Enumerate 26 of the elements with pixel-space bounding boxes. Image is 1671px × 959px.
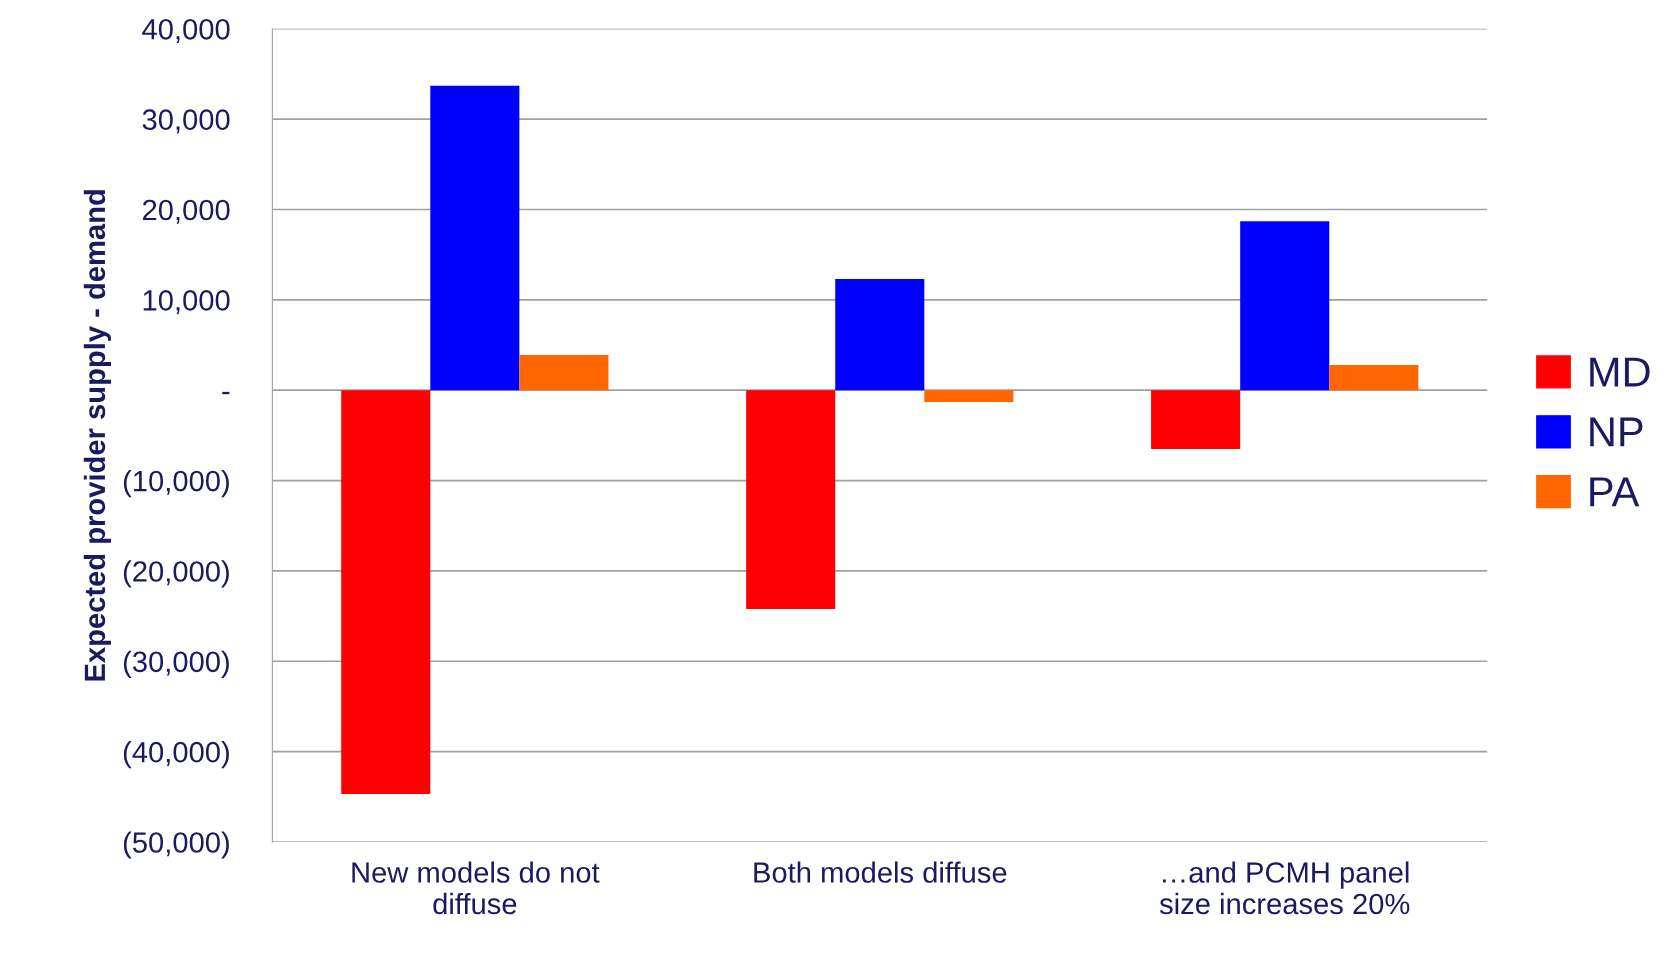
bar: [519, 354, 609, 391]
y-tick-label: (30,000): [123, 650, 229, 678]
y-tick-label: (50,000): [123, 831, 229, 859]
x-tick-label: …and PCMH panel size increases 20%: [1159, 861, 1410, 915]
bar: [1151, 390, 1241, 449]
y-tick-label: 40,000: [142, 18, 230, 44]
x-tick-label: New models do not diffuse: [352, 861, 600, 915]
y-tick-label: (20,000): [123, 560, 229, 588]
y-tick-label: (40,000): [123, 741, 229, 769]
x-tick-label: Both models diffuse: [754, 861, 1007, 883]
bar: [1240, 221, 1330, 391]
bar: [835, 279, 925, 391]
bar: [924, 390, 1014, 402]
y-tick-label: -: [222, 391, 230, 395]
legend-label: NP: [1590, 417, 1643, 447]
y-tick-label: (10,000): [123, 470, 229, 498]
y-axis-title: Expected provider supply - demand: [83, 190, 111, 681]
y-tick-label: 30,000: [142, 109, 230, 134]
bar: [430, 85, 520, 391]
legend-label: MD: [1590, 357, 1650, 387]
bar: [341, 390, 431, 795]
legend-label: PA: [1590, 477, 1640, 507]
y-tick-label: 10,000: [143, 290, 230, 315]
bar: [746, 390, 836, 609]
bar: [1329, 364, 1419, 391]
y-tick-label: 20,000: [142, 199, 230, 224]
